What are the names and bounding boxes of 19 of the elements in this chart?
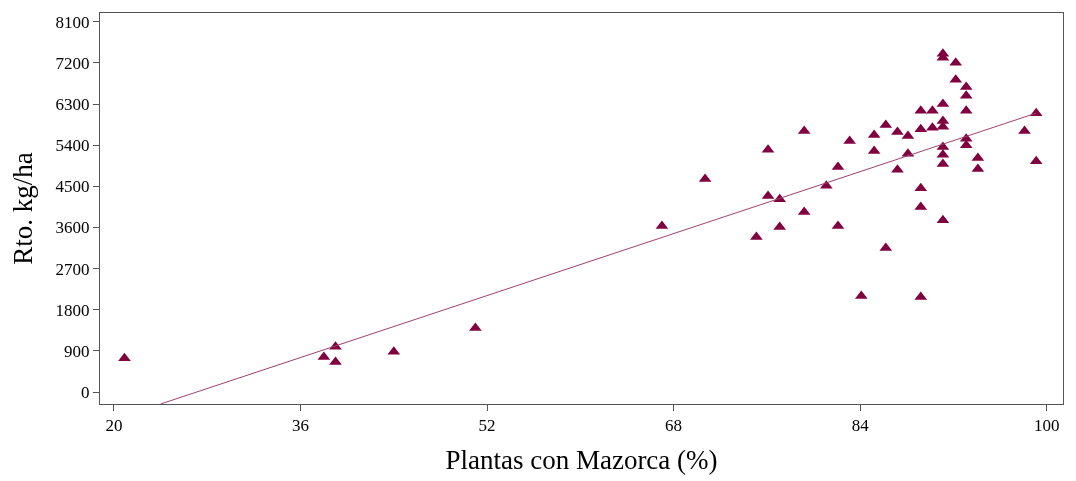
x-tick-label: 52 <box>478 416 496 436</box>
y-tick-label: 3600 <box>55 218 90 238</box>
x-axis-title: Plantas con Mazorca (%) <box>445 444 718 475</box>
x-tick-label: 84 <box>851 416 870 436</box>
y-tick-label: 900 <box>64 341 90 361</box>
x-tick-label: 36 <box>292 416 310 436</box>
y-tick-label: 4500 <box>55 177 90 197</box>
y-tick-label: 0 <box>81 383 90 403</box>
x-tick-label: 100 <box>1033 416 1060 436</box>
x-tick-label: 20 <box>105 416 123 436</box>
y-tick-label: 7200 <box>55 53 90 73</box>
y-axis-title: Rto. kg/ha <box>7 152 38 265</box>
x-tick-label: 68 <box>665 416 683 436</box>
point <box>118 352 131 362</box>
y-tick-label: 6300 <box>55 94 90 114</box>
y-tick-label: 5400 <box>55 136 90 156</box>
y-tick-label: 2700 <box>55 259 90 279</box>
y-tick-label: 1800 <box>55 300 90 320</box>
y-tick-label: 8100 <box>55 12 90 32</box>
